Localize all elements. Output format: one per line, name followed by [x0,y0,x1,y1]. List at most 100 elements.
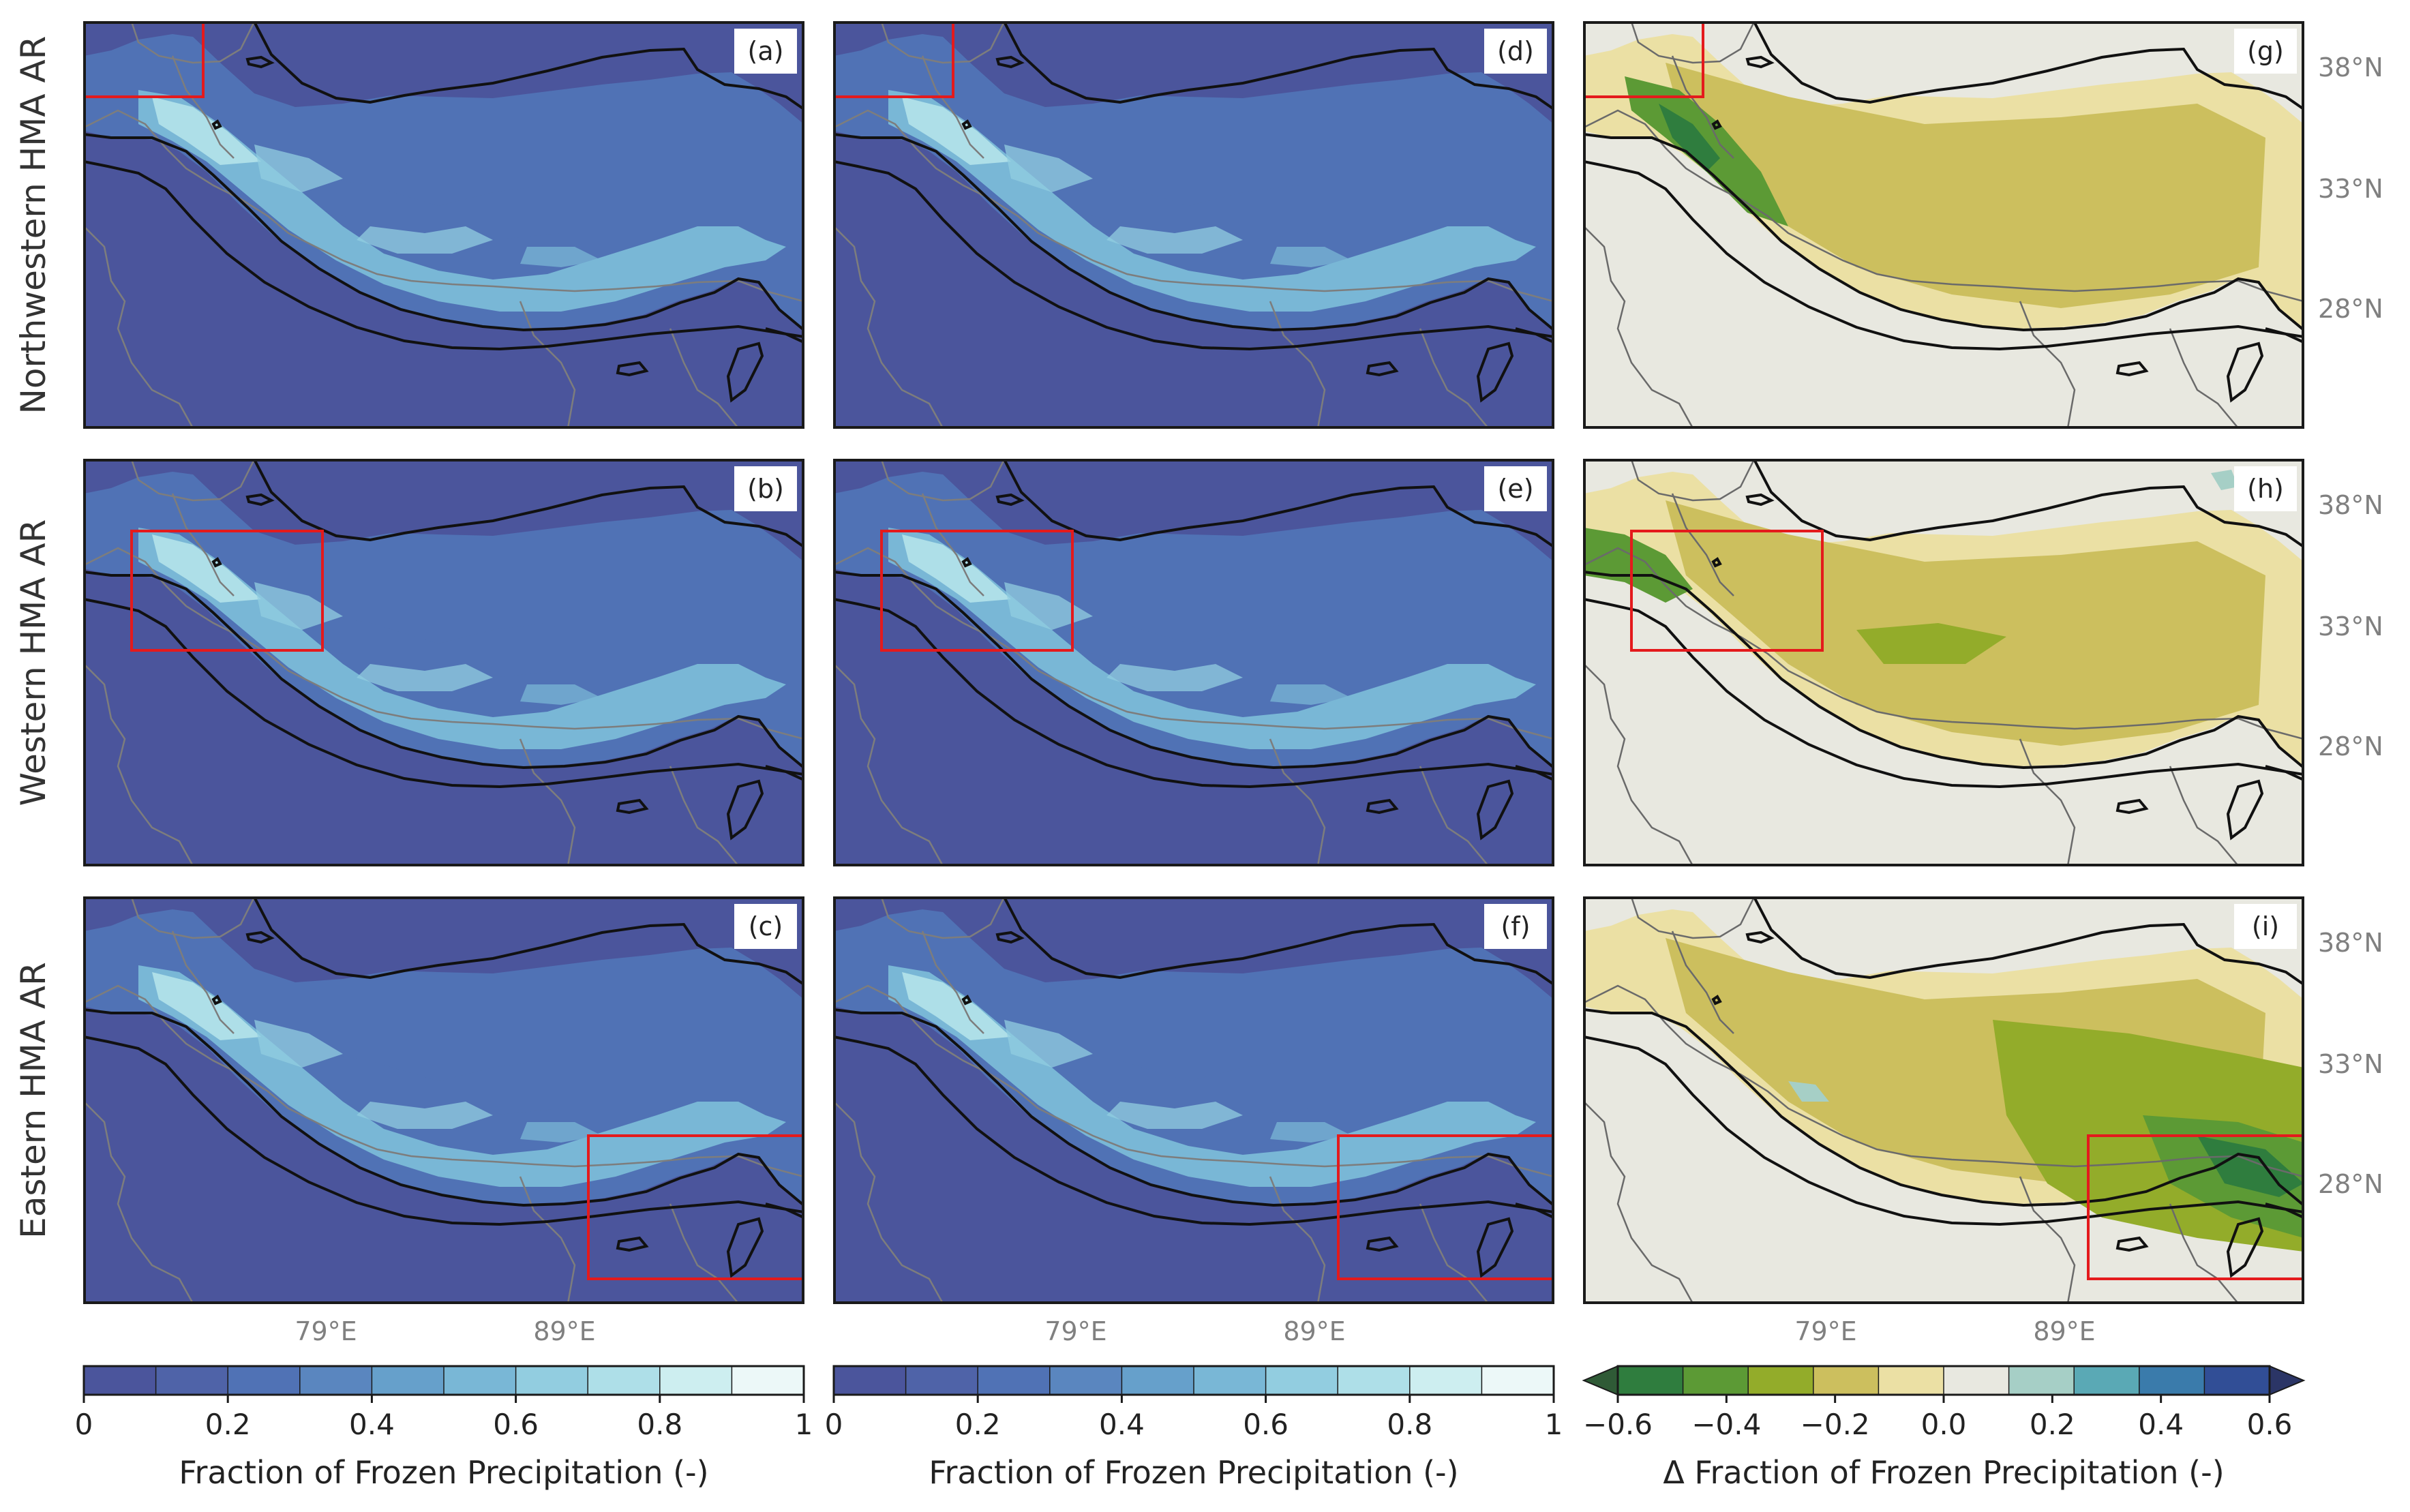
country-border [1630,459,1756,502]
panel-tag-box [734,904,797,949]
fraction-field-patch [1004,145,1093,192]
panel-tag: (h) [2247,474,2284,504]
panel-frame [83,21,804,429]
panel-tag-box [734,466,797,511]
colorbar-swatch [1049,1366,1122,1395]
ar-region-box [1584,22,1704,98]
country-border [171,931,235,1034]
country-border [84,984,804,1178]
colorbar-tick-label: 0 [75,1408,93,1441]
colorbar-tick-label: 0.6 [493,1408,539,1441]
fraction-field-patch [520,684,602,705]
panel-tag-box [2234,904,2297,949]
fraction-field-patch [1106,226,1243,254]
colorbar-extend-min [1582,1365,1618,1396]
elevation-contour [616,361,649,377]
colorbar-swatch [905,1366,978,1395]
lat-tick-r2-33: 33°N [2318,611,2383,641]
colorbar-swatch [1748,1366,1814,1395]
lat-tick-r3-38: 38°N [2318,928,2383,958]
country-border [1584,226,1694,428]
map-panel-c: (c) [83,896,804,1304]
elevation-contour [765,765,804,781]
elevation-contour [1584,160,2304,351]
elevation-contour [2226,1217,2264,1278]
elevation-contour [995,931,1025,944]
colorbar-tick-label: 0.2 [2030,1408,2075,1441]
country-border [834,109,1554,303]
colorbar-tick-label: 1 [795,1408,813,1441]
elevation-contour [2265,327,2304,344]
panel-tag: (c) [749,911,783,941]
colorbar-tick-label: 0.0 [1921,1408,1967,1441]
lon-tick-col2-79: 79°E [1044,1316,1106,1346]
elevation-contour [1753,897,2304,986]
panel-tag: (d) [1497,36,1534,66]
elevation-contour [1366,798,1399,815]
elevation-contour [253,459,804,548]
colorbar-tick-label: 0.2 [205,1408,251,1441]
lon-tick-col2-89: 89°E [1283,1316,1345,1346]
colorbar-swatch [659,1366,732,1395]
country-border [880,22,1006,64]
country-border [1584,663,1694,866]
elevation-contour [834,598,1554,789]
elevation-contour [961,119,972,130]
elevation-contour [616,798,649,815]
elevation-contour [211,119,222,130]
colorbar-tick-label: −0.4 [1691,1408,1761,1441]
elevation-contour [1711,119,1722,130]
fraction-field-plateau [1038,172,1338,240]
colorbar-swatch [1121,1366,1194,1395]
country-border [834,547,1554,740]
country-border [130,22,256,64]
elevation-contour [211,995,222,1006]
elevation-contour [2115,361,2149,377]
elevation-contour [616,1236,649,1252]
country-border [1671,493,1734,596]
country-border [2019,301,2076,428]
elevation-contour [1003,22,1554,110]
fraction-field-patch [1106,664,1243,691]
elevation-contour [1745,493,1775,506]
country-border [669,766,739,866]
map-panel-i: (i) [1583,896,2304,1304]
country-border [921,55,984,159]
panel-frame [1583,459,2304,866]
panel-frame [833,896,1554,1304]
latitude-ticks: 38°N 33°N 28°N 38°N 33°N 28°N 38°N 33°N … [2318,52,2383,1199]
elevation-contour [961,557,972,568]
elevation-contour [1584,598,2304,789]
elevation-contour [2226,779,2264,841]
elevation-contour [84,1008,804,1207]
elevation-contour [1584,1008,2304,1207]
elevation-contour [726,779,764,841]
elevation-contour [834,1035,1554,1226]
country-border [921,931,984,1034]
colorbar-tick-label: 0.4 [1099,1408,1145,1441]
delta-field-mid [1856,623,2006,664]
colorbar-swatch [1683,1366,1749,1395]
elevation-contour [834,571,1554,770]
fraction-field-patch [1004,582,1093,630]
elevation-contour [995,55,1025,69]
panel-frame [83,896,804,1304]
colorbar-swatch [1618,1366,1684,1395]
country-border [880,897,1006,939]
colorbar-swatch [2008,1366,2075,1395]
panel-frame [833,21,1554,429]
country-border [84,1101,194,1303]
panel-frame [833,459,1554,866]
colorbar-label: Fraction of Frozen Precipitation (-) [929,1454,1458,1491]
elevation-contour [84,160,804,351]
lat-tick-r3-28: 28°N [2318,1169,2383,1199]
panel-tag: (b) [747,474,784,504]
colorbar-swatch [1338,1366,1411,1395]
elevation-contour [1515,327,1554,344]
elevation-contour [253,22,804,110]
delta-field-positive [1788,1081,1829,1102]
elevation-contour [84,133,804,332]
country-border [519,1176,576,1303]
country-border [84,547,804,740]
